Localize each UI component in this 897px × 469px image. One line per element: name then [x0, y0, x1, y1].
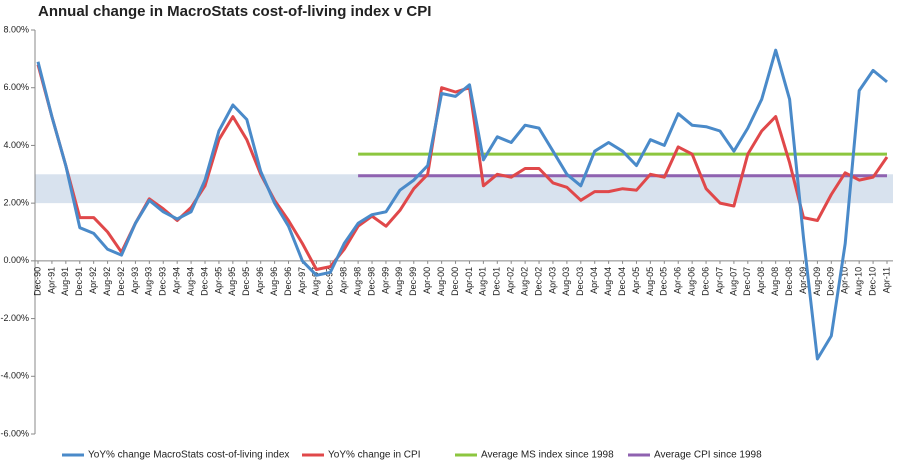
x-tick-label: Dec-93 [158, 267, 168, 296]
x-tick-label: Aug-04 [603, 267, 613, 296]
x-tick-label: Aug-99 [394, 267, 404, 296]
x-tick-label: Apr-07 [714, 267, 724, 294]
x-tick-label: Aug-95 [227, 267, 237, 296]
x-tick-label: Aug-96 [269, 267, 279, 296]
x-tick-label: Apr-91 [46, 267, 56, 294]
x-tick-label: Aug-03 [561, 267, 571, 296]
x-tick-label: Dec-02 [533, 267, 543, 296]
x-tick-label: Dec-04 [617, 267, 627, 296]
x-tick-label: Dec-06 [700, 267, 710, 296]
x-tick-label: Apr-02 [506, 267, 516, 294]
x-tick-label: Aug-02 [520, 267, 530, 296]
x-tick-label: Apr-00 [422, 267, 432, 294]
x-tick-label: Dec-90 [32, 267, 42, 296]
y-tick-label: -2.00% [0, 313, 29, 323]
x-tick-label: Apr-05 [631, 267, 641, 294]
series-line [36, 48, 888, 361]
x-tick-label: Aug-92 [102, 267, 112, 296]
x-tick-label: Aug-97 [311, 267, 321, 296]
x-tick-label: Aug-94 [185, 267, 195, 296]
x-tick-label: Dec-94 [199, 267, 209, 296]
x-tick-label: Apr-06 [673, 267, 683, 294]
x-tick-label: Apr-08 [756, 267, 766, 294]
x-tick-label: Aug-01 [478, 267, 488, 296]
legend-label: Average MS index since 1998 [481, 450, 614, 461]
x-tick-label: Dec-09 [826, 267, 836, 296]
x-tick-label: Dec-92 [116, 267, 126, 296]
x-tick-label: Dec-07 [742, 267, 752, 296]
y-tick-label: 6.00% [3, 82, 29, 92]
x-tick-label: Apr-93 [130, 267, 140, 294]
target-band [35, 174, 893, 204]
x-tick-label: Apr-96 [255, 267, 265, 294]
x-tick-label: Aug-00 [436, 267, 446, 296]
x-tick-label: Aug-10 [854, 267, 864, 296]
y-tick-label: 0.00% [3, 255, 29, 265]
legend-label: YoY% change MacroStats cost-of-living in… [88, 450, 289, 461]
x-tick-label: Apr-99 [380, 267, 390, 294]
x-tick-label: Dec-03 [575, 267, 585, 296]
y-tick-label: 8.00% [3, 24, 29, 34]
x-tick-label: Apr-92 [88, 267, 98, 294]
x-tick-label: Apr-09 [798, 267, 808, 294]
x-tick-label: Dec-08 [784, 267, 794, 296]
legend-label: YoY% change in CPI [328, 450, 420, 461]
x-tick-label: Apr-95 [213, 267, 223, 294]
x-tick-label: Aug-06 [687, 267, 697, 296]
x-tick-label: Dec-97 [325, 267, 335, 296]
x-tick-label: Dec-10 [867, 267, 877, 296]
x-tick-label: Apr-04 [589, 267, 599, 294]
x-tick-label: Dec-99 [408, 267, 418, 296]
x-tick-label: Aug-09 [812, 267, 822, 296]
x-tick-label: Dec-96 [283, 267, 293, 296]
x-tick-label: Dec-95 [241, 267, 251, 296]
legend-label: Average CPI since 1998 [654, 450, 762, 461]
x-tick-label: Dec-91 [74, 267, 84, 296]
x-tick-label: Apr-94 [172, 267, 182, 294]
x-tick-label: Dec-01 [492, 267, 502, 296]
y-tick-label: 2.00% [3, 198, 29, 208]
y-tick-label: 4.00% [3, 140, 29, 150]
x-tick-label: Aug-98 [352, 267, 362, 296]
x-tick-label: Apr-11 [881, 267, 891, 293]
x-tick-label: Aug-08 [770, 267, 780, 296]
x-tick-label: Aug-05 [645, 267, 655, 296]
x-tick-label: Apr-97 [297, 267, 307, 294]
x-tick-label: Apr-03 [547, 267, 557, 294]
x-tick-label: Dec-00 [450, 267, 460, 296]
x-tick-label: Aug-91 [60, 267, 70, 296]
x-tick-label: Aug-93 [144, 267, 154, 296]
y-tick-label: -4.00% [0, 371, 29, 381]
x-tick-label: Dec-98 [366, 267, 376, 296]
x-tick-label: Aug-07 [728, 267, 738, 296]
x-tick-label: Apr-98 [339, 267, 349, 294]
y-tick-label: -6.00% [0, 428, 29, 438]
chart-title: Annual change in MacroStats cost-of-livi… [38, 3, 431, 20]
x-tick-label: Dec-05 [659, 267, 669, 296]
x-tick-label: Apr-01 [464, 267, 474, 294]
series-line [36, 64, 889, 271]
x-tick-label: Apr-10 [840, 267, 850, 294]
